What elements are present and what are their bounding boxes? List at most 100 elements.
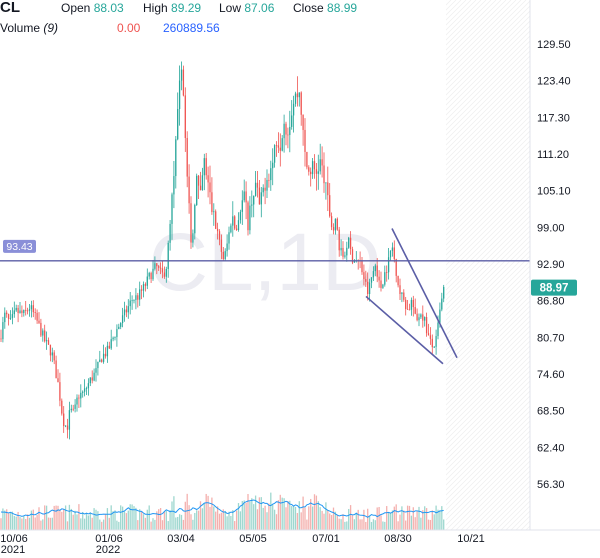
candle [412,295,414,317]
candle [329,183,331,218]
candle [260,186,262,218]
candle [384,265,386,287]
volume-bar [216,506,219,530]
candle [281,135,283,152]
volume-bar [150,521,152,530]
candle [97,361,99,376]
candle [348,236,350,249]
candle [93,368,95,382]
falling-wedge-lines[interactable] [365,228,458,365]
candle [405,296,407,316]
volume-bar [116,520,118,530]
candle [332,223,335,235]
candle [203,153,205,191]
candle [268,173,270,188]
candle [370,277,373,289]
volume-bar [49,517,52,530]
candle [146,268,148,290]
candle [102,344,105,364]
candle [275,141,278,157]
volume-bar [389,513,392,530]
candle [101,358,103,363]
volume-bar [97,511,99,530]
volume-bar [85,512,88,530]
ohlc-open: Open 88.03 [61,1,124,15]
symbol-name[interactable]: CL [0,0,20,16]
price-tick-label: 105.10 [537,186,571,198]
candle [42,328,44,342]
volume-bar [199,501,202,530]
candle [251,190,253,218]
volume-bar [23,515,25,530]
volume-ma-wrap: 260889.56 [163,21,220,35]
volume-bar [72,514,74,530]
volume-bar [433,514,435,530]
price-axis[interactable]: 129.50 123.40 117.30 111.20 105.10 99.00 92.90… [537,39,571,491]
volume-bar [241,500,243,530]
volume-bar [7,513,10,530]
volume-bar [63,509,65,530]
volume-bar [304,507,306,530]
candle [391,242,394,257]
volume-bar [393,506,395,530]
volume-bar [131,504,133,530]
volume-bar [209,506,211,530]
volume-bar [243,500,245,530]
volume-bar [321,510,323,530]
candles [0,61,445,440]
volume-bar [310,498,312,530]
candle [431,334,433,355]
volume-bar [188,505,190,530]
candle [306,151,308,170]
candle [184,87,186,152]
candle [363,264,365,286]
time-tick-label: 10/21 [457,533,485,545]
candle [294,91,297,107]
candle [167,240,169,278]
volume-bar [277,500,280,530]
volume-bar [218,513,221,530]
candle [289,110,291,153]
volume-bar [292,506,295,530]
wedge-upper-line[interactable] [391,228,458,359]
candle [197,175,200,199]
volume-bar [361,519,363,530]
candle [152,260,154,281]
wedge-lower-line[interactable] [365,295,444,365]
candle [6,310,8,318]
volume-bar [82,511,84,530]
volume-bar [359,519,361,530]
volume-bar [387,512,390,530]
candle [342,241,344,260]
volume-bar [66,521,69,530]
volume-bar [418,506,420,530]
volume-bar [334,511,337,530]
candle [321,146,323,178]
candle [224,248,226,262]
candle [308,165,310,176]
candle [13,301,15,318]
volume-bar [133,506,135,530]
volume-bar [273,509,276,530]
volume-bar [279,494,281,530]
candle [83,379,86,397]
time-tick-label: 03/04 [167,533,195,545]
volume-bar [104,513,107,530]
volume-bar [51,517,53,530]
volume-label[interactable]: Volume [0,21,41,35]
volume-bar [137,520,139,530]
volume-value: 0.00 [117,21,141,35]
volume-bar [11,511,14,530]
volume-bar [235,510,238,530]
volume-bar [173,496,175,530]
candle [361,257,363,275]
volume-bar [165,510,167,530]
candle [89,377,91,387]
candle [340,239,342,256]
candle [154,256,156,271]
candle [80,384,82,408]
candle [218,229,221,246]
close-label: Close [293,1,324,15]
